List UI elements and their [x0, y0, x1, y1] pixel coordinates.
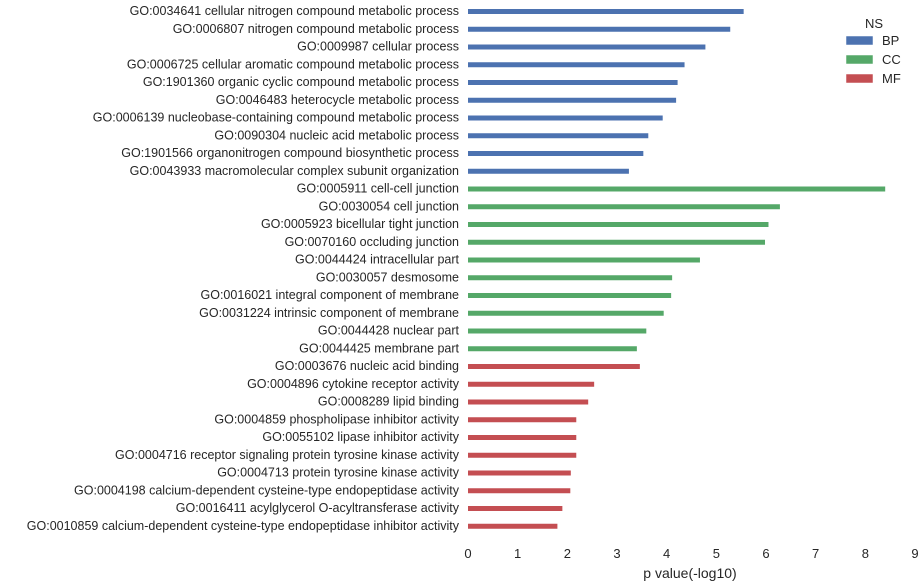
bar-cc — [468, 239, 766, 245]
bar-cc — [468, 275, 673, 281]
bar-cc — [468, 310, 664, 316]
bar-mf — [468, 417, 577, 423]
category-label: GO:0034641 cellular nitrogen compound me… — [130, 4, 459, 18]
category-label: GO:0004896 cytokine receptor activity — [247, 377, 460, 391]
bar-mf — [468, 506, 563, 511]
category-label: GO:0004716 receptor signaling protein ty… — [115, 448, 460, 462]
category-label: GO:0005923 bicellular tight junction — [261, 217, 459, 231]
x-tick-label: 5 — [713, 546, 720, 561]
category-label: GO:0003676 nucleic acid binding — [275, 359, 459, 373]
category-label: GO:0070160 occluding junction — [285, 235, 459, 249]
category-label: GO:0006725 cellular aromatic compound me… — [127, 57, 459, 71]
category-label: GO:0090304 nucleic acid metabolic proces… — [214, 128, 459, 142]
category-label: GO:0006807 nitrogen compound metabolic p… — [173, 22, 459, 36]
x-axis-title: p value(-log10) — [643, 565, 736, 581]
bar-mf — [468, 399, 589, 405]
category-label: GO:0046483 heterocycle metabolic process — [216, 93, 459, 107]
category-label: GO:0006139 nucleobase-containing compoun… — [93, 111, 459, 125]
category-label: GO:0044428 nuclear part — [318, 324, 460, 338]
x-tick-label: 4 — [663, 546, 670, 561]
bar-mf — [468, 470, 571, 476]
bar-bp — [468, 9, 744, 14]
legend-swatch-mf — [845, 73, 874, 84]
category-label: GO:0044425 membrane part — [299, 341, 459, 355]
x-tick-label: 7 — [812, 546, 819, 561]
x-tick-label: 6 — [762, 546, 769, 561]
bar-bp — [468, 80, 678, 85]
legend-label-bp: BP — [882, 33, 899, 48]
category-label: GO:0055102 lipase inhibitor activity — [262, 430, 459, 444]
legend-label-mf: MF — [882, 71, 901, 86]
category-labels: GO:0034641 cellular nitrogen compound me… — [27, 4, 460, 533]
bar-cc — [468, 346, 637, 352]
bar-cc — [468, 204, 780, 210]
bar-bp — [468, 151, 644, 156]
bar-cc — [468, 328, 647, 334]
category-label: GO:0010859 calcium-dependent cysteine-ty… — [27, 519, 460, 533]
bars-layer — [468, 9, 886, 529]
legend: NS BP CC MF — [845, 16, 901, 86]
bar-bp — [468, 44, 706, 50]
category-label: GO:0005911 cell-cell junction — [297, 182, 459, 196]
bar-cc — [468, 186, 886, 192]
category-label: GO:0030054 cell junction — [319, 199, 459, 213]
category-label: GO:0004198 calcium-dependent cysteine-ty… — [74, 483, 460, 497]
x-tick-label: 8 — [862, 546, 869, 561]
category-label: GO:0004859 phospholipase inhibitor activ… — [214, 412, 459, 426]
x-tick-label: 0 — [464, 546, 471, 561]
category-label: GO:0043933 macromolecular complex subuni… — [130, 164, 459, 178]
category-label: GO:1901360 organic cyclic compound metab… — [143, 75, 459, 89]
bar-mf — [468, 452, 577, 458]
category-label: GO:1901566 organonitrogen compound biosy… — [121, 146, 459, 160]
x-axis-ticks: 0 1 2 3 4 5 6 7 8 9 — [464, 546, 918, 561]
bar-cc — [468, 293, 672, 298]
x-tick-label: 2 — [564, 546, 571, 561]
x-tick-label: 9 — [911, 546, 918, 561]
bar-bp — [468, 97, 677, 103]
category-label: GO:0031224 intrinsic component of membra… — [199, 306, 459, 320]
category-label: GO:0016411 acylglycerol O-acyltransferas… — [176, 501, 460, 515]
bar-bp — [468, 133, 649, 139]
category-label: GO:0016021 integral component of membran… — [201, 288, 460, 302]
bar-bp — [468, 62, 685, 68]
bar-bp — [468, 168, 629, 174]
x-tick-label: 1 — [514, 546, 521, 561]
category-label: GO:0030057 desmosome — [316, 270, 459, 284]
legend-swatch-bp — [845, 35, 874, 46]
bar-mf — [468, 435, 577, 440]
bar-mf — [468, 381, 595, 387]
x-tick-label: 3 — [613, 546, 620, 561]
category-label: GO:0009987 cellular process — [297, 40, 459, 54]
category-label: GO:0044424 intracellular part — [295, 253, 460, 267]
legend-swatch-cc — [845, 54, 874, 65]
legend-title: NS — [865, 16, 883, 31]
category-label: GO:0008289 lipid binding — [318, 395, 459, 409]
bar-bp — [468, 115, 663, 121]
bar-cc — [468, 257, 700, 263]
bar-bp — [468, 26, 731, 32]
bar-mf — [468, 523, 558, 529]
legend-items: BP CC MF — [845, 33, 901, 86]
category-label: GO:0004713 protein tyrosine kinase activ… — [217, 466, 460, 480]
bar-mf — [468, 488, 571, 494]
bar-mf — [468, 364, 640, 369]
bar-cc — [468, 222, 769, 227]
legend-label-cc: CC — [882, 52, 901, 67]
